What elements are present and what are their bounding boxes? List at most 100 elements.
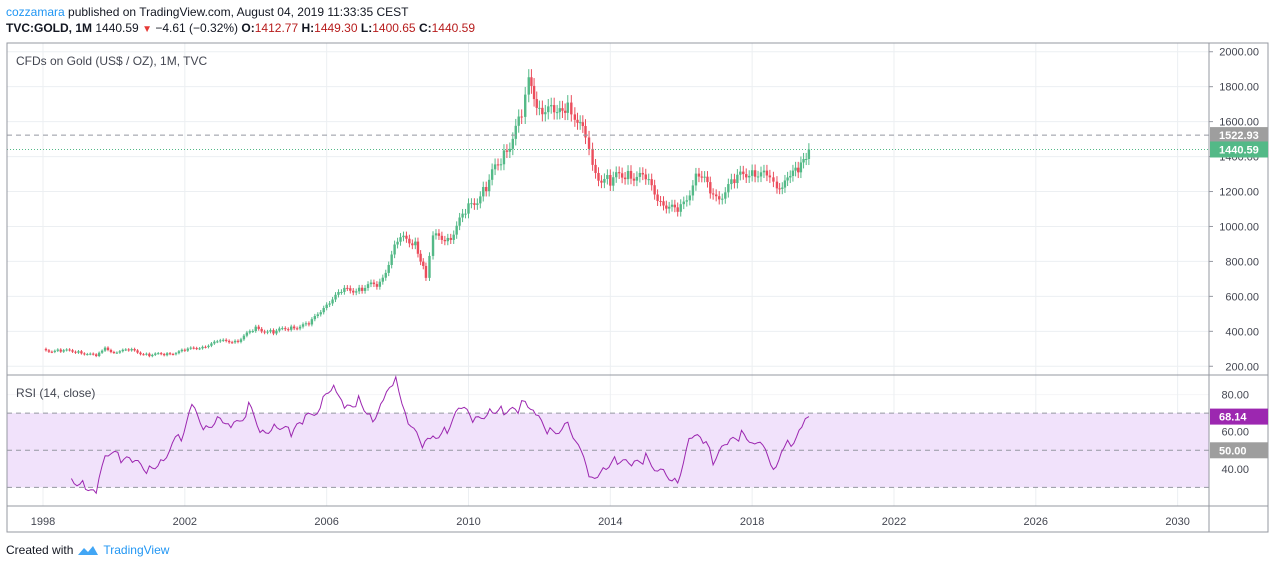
candle-body — [768, 175, 772, 178]
rsi-last-tag-bg — [1210, 408, 1268, 425]
candle-body — [53, 350, 57, 352]
candle-body — [236, 340, 240, 342]
level-tag-bg — [1210, 127, 1268, 144]
candle-body — [83, 353, 86, 355]
candle-body — [272, 330, 275, 334]
last-price: 1440.59 — [95, 21, 139, 35]
candle-body — [745, 174, 748, 178]
candle-body — [555, 112, 559, 114]
candle-body — [783, 180, 787, 188]
tradingview-brand-link[interactable]: TradingView — [103, 543, 170, 557]
rsi-mid-tag: 50.00 — [1219, 445, 1247, 457]
candle-body — [419, 253, 422, 262]
rsi-axis[interactable]: 40.00 60.00 80.00 — [1221, 390, 1249, 476]
candle-body — [254, 326, 257, 332]
candle-body — [145, 353, 148, 355]
candle-body — [121, 349, 124, 352]
candle-body — [659, 200, 662, 202]
candle-body — [747, 175, 751, 178]
candle-body — [727, 184, 730, 193]
candle-body — [682, 201, 685, 205]
candle-body — [667, 206, 671, 209]
candle-body — [724, 192, 727, 199]
candle-body — [603, 178, 606, 183]
candle-body — [186, 348, 189, 351]
candle-body — [647, 179, 650, 181]
candle-body — [538, 107, 541, 109]
candle-body — [487, 179, 491, 192]
candle-body — [797, 167, 800, 173]
y-tick-label: 200.00 — [1225, 361, 1259, 373]
created-with-text: Created with — [6, 543, 74, 557]
candle-body — [775, 181, 779, 189]
candle-body — [316, 314, 319, 317]
candle-body — [292, 326, 296, 329]
candle-body — [422, 261, 425, 266]
candle-body — [210, 343, 213, 346]
candle-body — [514, 125, 517, 139]
price-axis[interactable]: 200.00 400.00 600.00 800.00 1000.00 1200.00 14… — [1209, 47, 1259, 374]
candle-body — [148, 353, 151, 357]
candle-body — [275, 330, 278, 334]
last-price-tag-bg — [1210, 141, 1268, 158]
y-tick-label: 2000.00 — [1219, 47, 1259, 59]
candle-body — [224, 339, 228, 341]
symbol-name: TVC:GOLD, 1M — [6, 21, 92, 35]
candle-body — [532, 85, 536, 100]
candle-body — [402, 235, 405, 238]
candle-body — [157, 353, 160, 355]
candle-body — [635, 176, 639, 181]
candle-body — [142, 354, 145, 356]
candle-body — [381, 277, 384, 282]
open-value: 1412.77 — [254, 21, 299, 35]
candle-body — [578, 122, 582, 124]
candle-body — [694, 173, 698, 186]
candle-body — [414, 241, 417, 246]
candle-body — [408, 238, 411, 244]
candle-body — [310, 319, 314, 325]
candle-body — [431, 235, 435, 256]
candle-body — [446, 237, 450, 242]
candle-body — [443, 239, 447, 242]
candle-body — [485, 186, 488, 192]
candle-body — [233, 340, 237, 343]
x-tick-label: 2006 — [314, 516, 338, 528]
candle-body — [721, 198, 724, 200]
axis-tags: 1522.93 1440.59 68.14 50.00 — [1210, 127, 1268, 459]
pane-frames — [6, 42, 1269, 533]
candle-body — [298, 326, 302, 329]
candle-body — [363, 287, 367, 291]
candle-body — [493, 164, 497, 170]
footer: Created with TradingView — [6, 543, 169, 557]
candle-body — [759, 172, 763, 177]
candle-body — [340, 291, 343, 293]
candle-body — [313, 316, 317, 320]
candle-body — [544, 112, 547, 115]
candle-body — [563, 110, 567, 113]
publish-info: published on TradingView.com, August 04,… — [68, 5, 409, 19]
candle-body — [171, 354, 175, 356]
candle-body — [623, 177, 627, 180]
candle-body — [304, 323, 308, 325]
time-axis[interactable]: 1998 2002 2006 2010 2014 2018 2022 2026 2030 — [31, 516, 1190, 528]
candle-body — [352, 290, 355, 293]
candle-body — [561, 108, 564, 111]
y-tick-label: 1600.00 — [1219, 117, 1259, 129]
candle-body — [47, 350, 51, 352]
candle-body — [802, 158, 805, 163]
candle-body — [464, 213, 467, 215]
author-link[interactable]: cozzamara — [6, 5, 65, 19]
candle-body — [756, 176, 760, 178]
candle-body — [337, 292, 340, 295]
candle-body — [56, 349, 59, 351]
candle-body — [673, 204, 677, 208]
candle-body — [733, 179, 736, 184]
candle-body — [587, 137, 591, 149]
candle-body — [384, 272, 387, 278]
candle-body — [390, 254, 393, 265]
candle-body — [679, 204, 682, 212]
candle-body — [584, 126, 587, 138]
candle-body — [520, 116, 523, 118]
candle-body — [467, 203, 470, 214]
